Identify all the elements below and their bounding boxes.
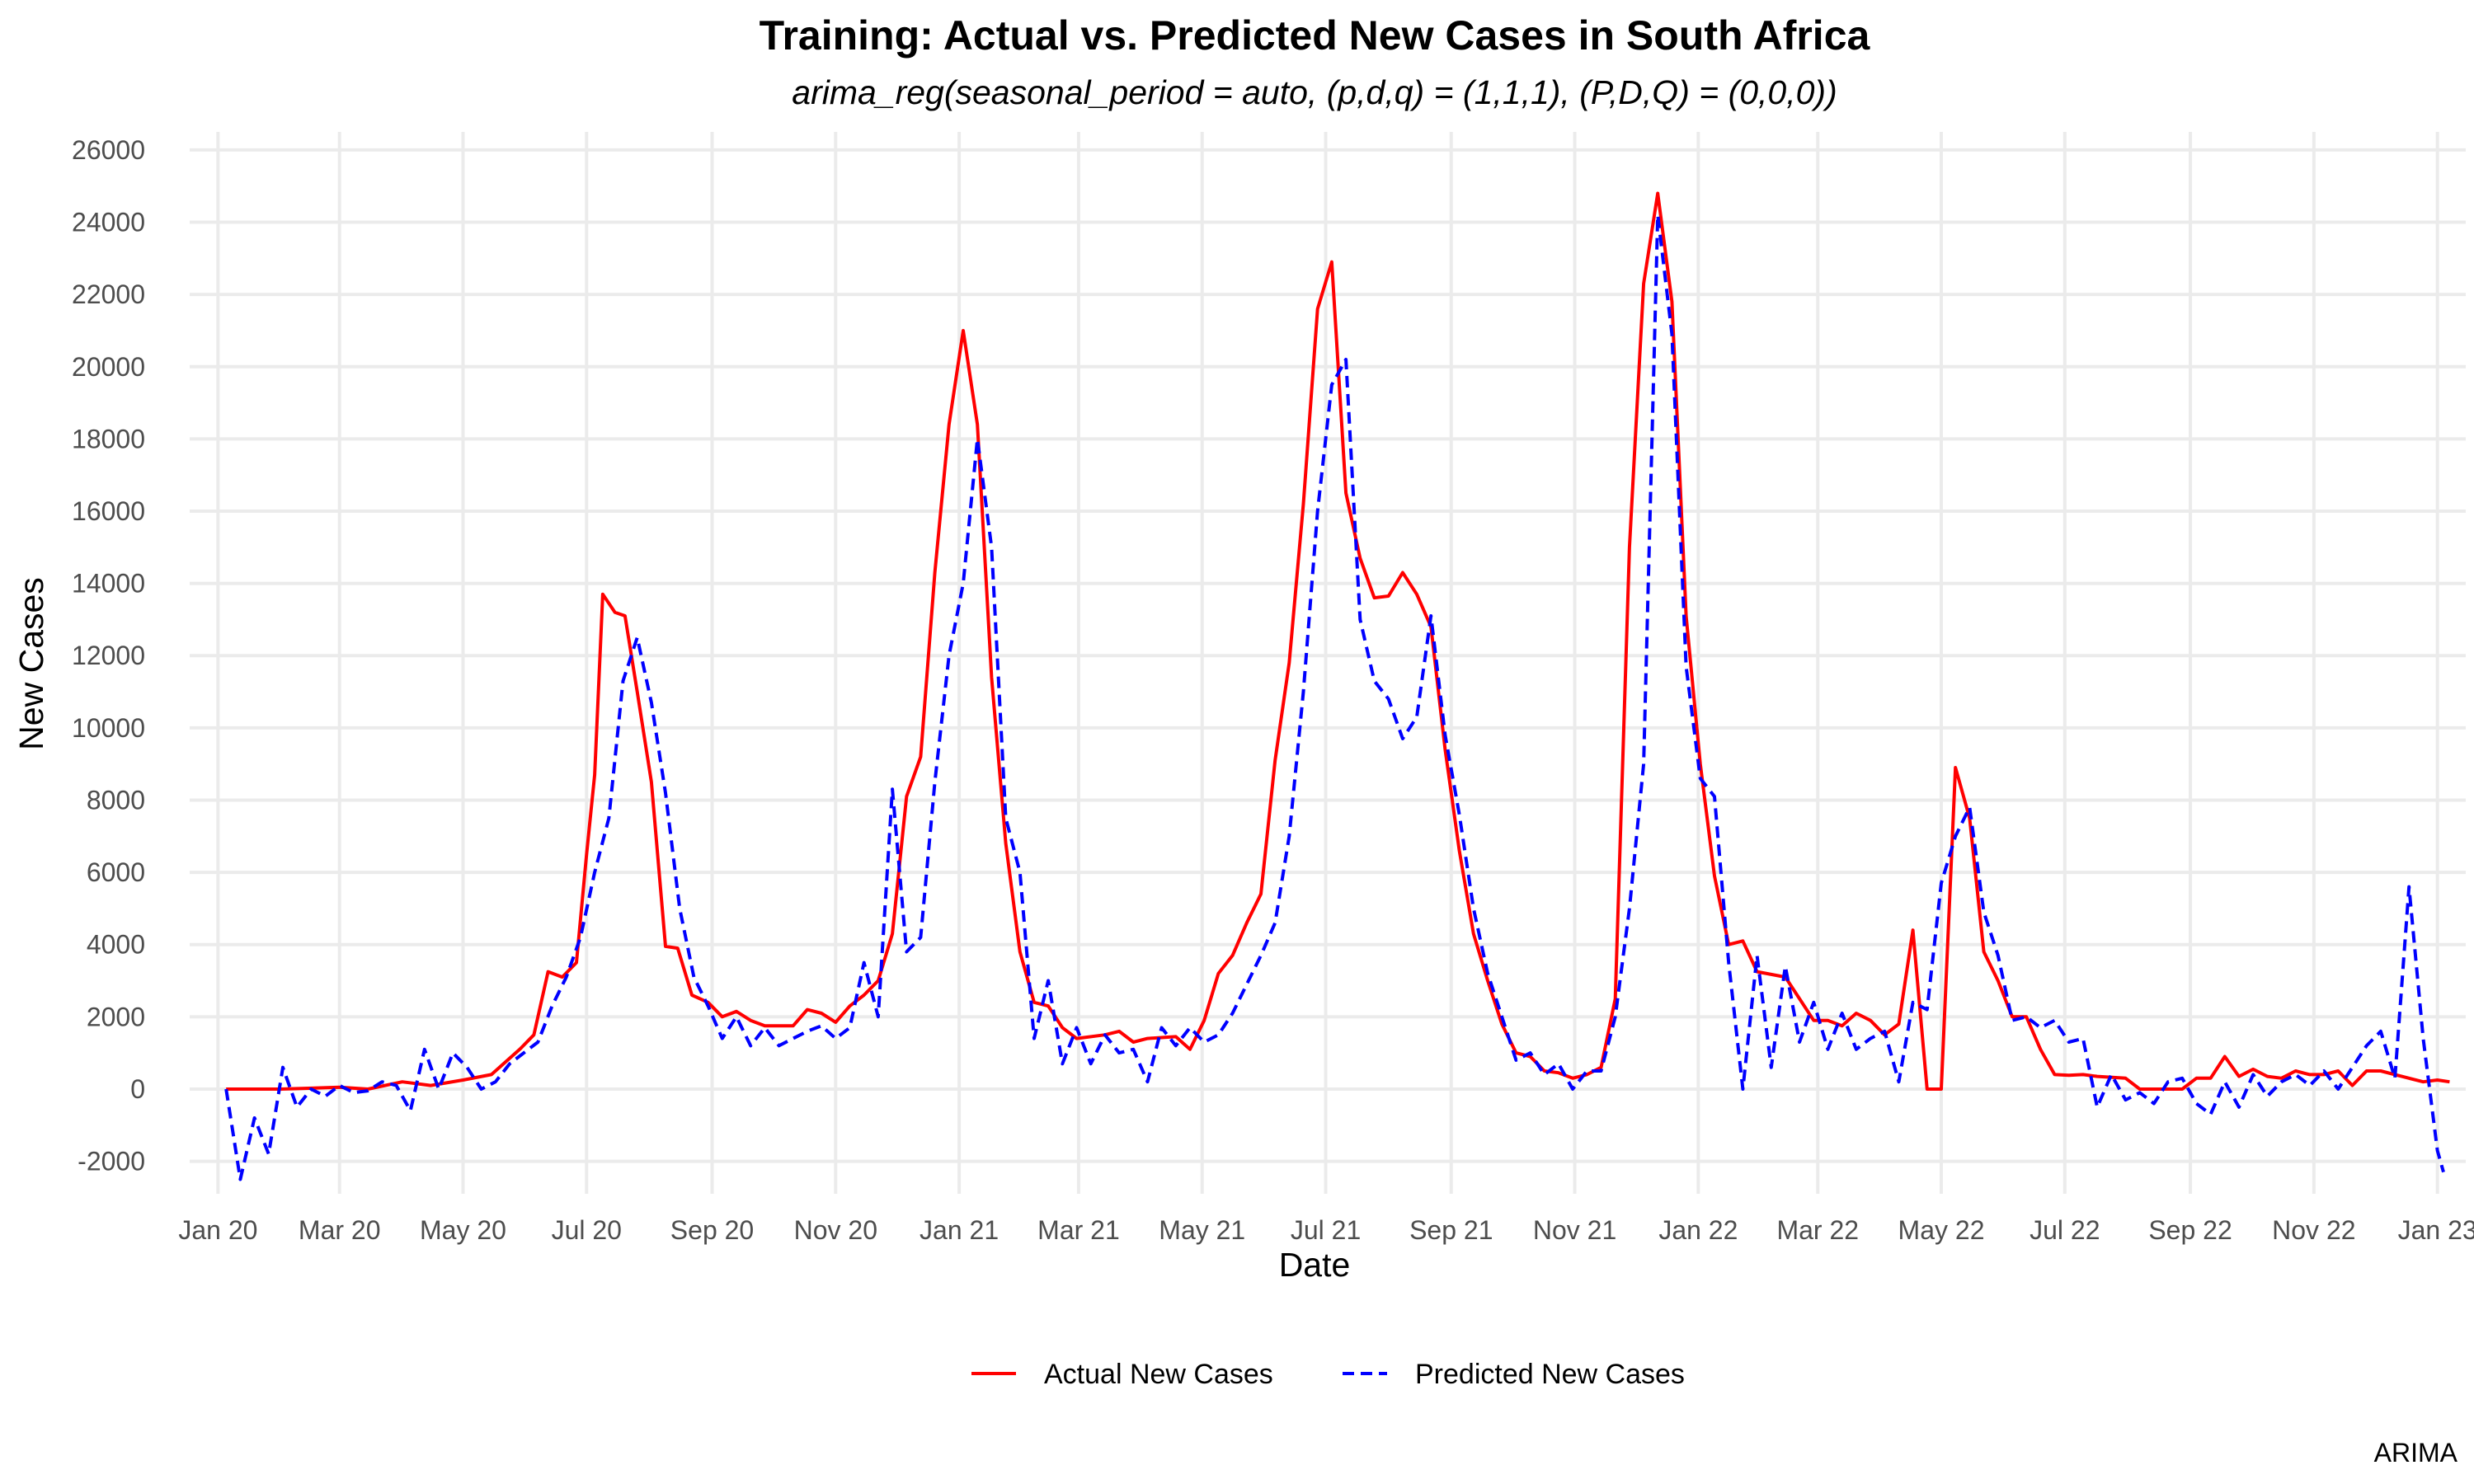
legend: Actual New Cases Predicted New Cases <box>971 1359 1685 1390</box>
y-tick-label: 16000 <box>72 496 145 526</box>
x-tick-label: Jan 21 <box>920 1215 999 1245</box>
y-tick-label: 2000 <box>87 1002 145 1031</box>
y-tick-label: 0 <box>130 1074 145 1104</box>
y-tick-label: 8000 <box>87 785 145 815</box>
y-tick-label: 14000 <box>72 569 145 599</box>
y-tick-label: 26000 <box>72 135 145 165</box>
x-tick-label: Jul 22 <box>2030 1215 2100 1245</box>
x-tick-label: Mar 21 <box>1037 1215 1120 1245</box>
y-gridlines <box>190 148 2466 1163</box>
x-tick-label: Nov 22 <box>2272 1215 2355 1245</box>
x-gridlines <box>216 132 2439 1194</box>
y-tick-label: 22000 <box>72 279 145 309</box>
series-line-predicted <box>224 213 2445 1181</box>
y-tick-label: 4000 <box>87 930 145 960</box>
x-axis-label: Date <box>1279 1246 1351 1284</box>
x-tick-label: Mar 20 <box>299 1215 381 1245</box>
y-tick-label: -2000 <box>78 1147 145 1176</box>
x-tick-label: Jul 20 <box>552 1215 622 1245</box>
x-tick-label: Nov 20 <box>794 1215 877 1245</box>
y-tick-label: 6000 <box>87 857 145 887</box>
x-tick-label: Mar 22 <box>1776 1215 1859 1245</box>
y-tick-label: 20000 <box>72 352 145 382</box>
x-tick-label: Jan 22 <box>1658 1215 1738 1245</box>
x-tick-label: May 21 <box>1159 1215 1245 1245</box>
x-tick-label: Nov 21 <box>1533 1215 1616 1245</box>
y-tick-label: 10000 <box>72 713 145 743</box>
chart-subtitle: arima_reg(seasonal_period = auto, (p,d,q… <box>792 73 1837 111</box>
series-line-actual <box>226 191 2450 1091</box>
chart-caption: ARIMA <box>2374 1438 2458 1468</box>
y-axis-label: New Cases <box>12 577 50 750</box>
x-tick-label: May 22 <box>1898 1215 1985 1245</box>
x-tick-label: Jan 23 <box>2398 1215 2474 1245</box>
y-tick-label: 18000 <box>72 424 145 453</box>
x-tick-label: Sep 21 <box>1409 1215 1493 1245</box>
x-tick-label: Jan 20 <box>178 1215 257 1245</box>
legend-label-actual: Actual New Cases <box>1044 1359 1273 1390</box>
y-tick-label: 24000 <box>72 208 145 237</box>
x-axis-ticks: Jan 20 Mar 20 May 20 Jul 20 Sep 20 Nov 20 Jan … <box>178 1215 2474 1245</box>
y-axis-ticks: -2000 0 2000 4000 6000 8000 10000 12000 14000 160… <box>72 135 145 1176</box>
x-tick-label: May 20 <box>420 1215 506 1245</box>
x-tick-label: Jul 21 <box>1291 1215 1361 1245</box>
y-tick-label: 12000 <box>72 641 145 670</box>
x-tick-label: Sep 20 <box>670 1215 754 1245</box>
series-layer <box>224 191 2450 1181</box>
chart-title: Training: Actual vs. Predicted New Cases… <box>760 12 1871 59</box>
x-tick-label: Sep 22 <box>2148 1215 2232 1245</box>
legend-label-predicted: Predicted New Cases <box>1415 1359 1685 1390</box>
